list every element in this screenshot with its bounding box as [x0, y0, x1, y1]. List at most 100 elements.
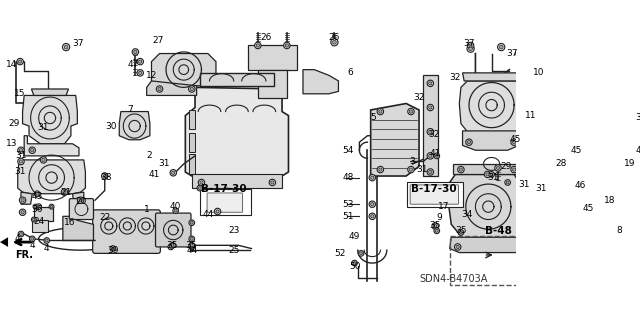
Circle shape — [429, 82, 432, 85]
Text: 4: 4 — [29, 241, 35, 250]
Polygon shape — [186, 87, 289, 176]
Text: 16: 16 — [65, 218, 76, 227]
FancyBboxPatch shape — [93, 210, 161, 253]
Circle shape — [521, 44, 524, 47]
Circle shape — [516, 50, 522, 57]
Circle shape — [484, 171, 491, 178]
Circle shape — [566, 115, 572, 121]
Circle shape — [134, 50, 137, 54]
Text: 52: 52 — [334, 249, 346, 258]
Text: 37: 37 — [507, 49, 518, 58]
Circle shape — [435, 154, 438, 157]
Circle shape — [31, 217, 36, 222]
Circle shape — [434, 228, 440, 234]
Circle shape — [21, 211, 24, 214]
Circle shape — [429, 106, 432, 109]
Polygon shape — [200, 73, 274, 86]
Circle shape — [139, 60, 142, 63]
Circle shape — [466, 139, 472, 145]
Text: 22: 22 — [99, 213, 110, 222]
Circle shape — [579, 147, 585, 153]
Circle shape — [612, 100, 619, 107]
Circle shape — [572, 211, 575, 215]
Text: 12: 12 — [146, 71, 157, 80]
Text: 41: 41 — [149, 170, 161, 179]
Circle shape — [570, 100, 577, 107]
Text: 28: 28 — [555, 160, 566, 168]
Text: 17: 17 — [438, 202, 449, 211]
Circle shape — [31, 237, 34, 240]
Bar — [200, 189, 252, 215]
Circle shape — [170, 170, 177, 176]
Circle shape — [137, 58, 143, 65]
Circle shape — [635, 90, 639, 94]
Polygon shape — [119, 112, 150, 140]
Text: 31: 31 — [159, 160, 170, 168]
Circle shape — [427, 104, 433, 111]
Circle shape — [427, 169, 433, 175]
Circle shape — [614, 216, 621, 222]
Circle shape — [490, 173, 493, 176]
Polygon shape — [189, 110, 195, 129]
Circle shape — [572, 102, 575, 105]
Text: 9: 9 — [436, 213, 442, 222]
Text: 32: 32 — [413, 93, 425, 101]
Circle shape — [19, 149, 22, 152]
Text: 34: 34 — [461, 210, 473, 219]
Circle shape — [369, 213, 376, 219]
Circle shape — [432, 223, 438, 229]
Text: 44: 44 — [186, 246, 197, 255]
Circle shape — [256, 44, 259, 47]
Circle shape — [197, 185, 203, 191]
Circle shape — [522, 184, 525, 187]
Circle shape — [511, 166, 517, 173]
Circle shape — [619, 211, 622, 215]
Circle shape — [505, 180, 511, 185]
Circle shape — [371, 215, 374, 218]
Polygon shape — [460, 81, 524, 132]
Circle shape — [619, 168, 622, 171]
Circle shape — [460, 231, 462, 234]
Circle shape — [19, 60, 22, 63]
Circle shape — [429, 130, 432, 133]
Circle shape — [189, 86, 195, 92]
Text: 8: 8 — [616, 226, 621, 235]
Polygon shape — [448, 174, 524, 239]
Text: 23: 23 — [228, 226, 239, 235]
Circle shape — [77, 197, 84, 204]
Circle shape — [216, 210, 219, 213]
Circle shape — [486, 173, 489, 176]
Text: 38: 38 — [100, 173, 112, 182]
Circle shape — [612, 149, 616, 152]
Circle shape — [377, 166, 383, 173]
Bar — [34, 207, 53, 221]
Circle shape — [19, 197, 26, 204]
Circle shape — [559, 184, 562, 187]
Text: 35: 35 — [185, 241, 196, 250]
Circle shape — [44, 238, 49, 243]
Text: 47: 47 — [127, 60, 139, 69]
Circle shape — [189, 220, 195, 226]
Polygon shape — [189, 154, 195, 174]
Text: 15: 15 — [14, 89, 26, 98]
Bar — [423, 75, 438, 176]
Circle shape — [410, 168, 413, 171]
Text: 26: 26 — [260, 33, 271, 42]
Circle shape — [171, 244, 174, 247]
Circle shape — [61, 189, 68, 195]
Circle shape — [110, 246, 116, 251]
Text: 32: 32 — [428, 130, 439, 139]
FancyBboxPatch shape — [69, 199, 93, 219]
Text: 18: 18 — [604, 196, 615, 205]
Circle shape — [190, 87, 193, 91]
Polygon shape — [152, 54, 216, 86]
Circle shape — [29, 236, 35, 242]
Circle shape — [369, 174, 376, 181]
Text: 35: 35 — [166, 241, 177, 250]
Circle shape — [468, 47, 472, 50]
Text: 31: 31 — [15, 152, 27, 160]
Circle shape — [569, 216, 575, 222]
Circle shape — [604, 199, 607, 202]
Text: 43: 43 — [31, 192, 43, 201]
Text: 5: 5 — [370, 114, 376, 122]
